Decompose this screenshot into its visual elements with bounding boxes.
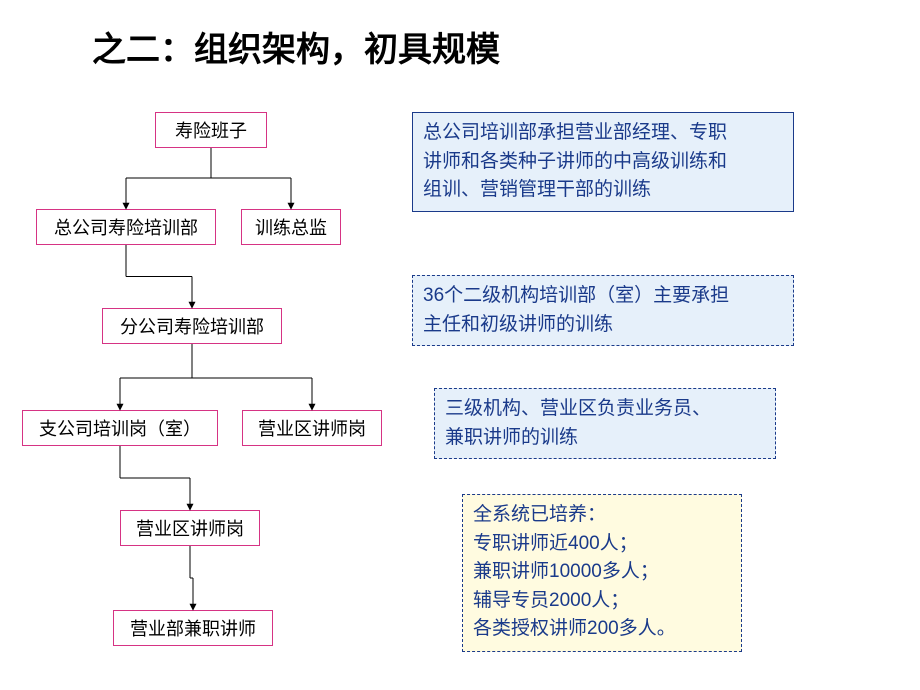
- flowchart-node-n4: 分公司寿险培训部: [102, 308, 282, 344]
- flowchart-node-n8: 营业部兼职讲师: [113, 610, 273, 646]
- info-box-line: 三级机构、营业区负责业务员、: [445, 395, 765, 424]
- info-box-line: 各类授权讲师200多人。: [473, 615, 731, 644]
- info-box-b3: 三级机构、营业区负责业务员、兼职讲师的训练: [434, 388, 776, 459]
- flowchart-node-n2: 总公司寿险培训部: [36, 209, 216, 245]
- info-box-line: 36个二级机构培训部（室）主要承担: [423, 282, 783, 311]
- info-box-line: 全系统已培养：: [473, 501, 731, 530]
- info-box-line: 讲师和各类种子讲师的中高级训练和: [423, 148, 783, 177]
- info-box-line: 辅导专员2000人；: [473, 587, 731, 616]
- page-title: 之二：组织架构，初具规模: [92, 22, 500, 71]
- info-box-line: 兼职讲师10000多人；: [473, 558, 731, 587]
- flowchart-node-n3: 训练总监: [241, 209, 341, 245]
- flowchart-node-n1: 寿险班子: [155, 112, 267, 148]
- flowchart-node-n7: 营业区讲师岗: [120, 510, 260, 546]
- info-box-b4: 全系统已培养：专职讲师近400人；兼职讲师10000多人；辅导专员2000人；各…: [462, 494, 742, 652]
- info-box-b1: 总公司培训部承担营业部经理、专职讲师和各类种子讲师的中高级训练和组训、营销管理干…: [412, 112, 794, 212]
- info-box-line: 兼职讲师的训练: [445, 424, 765, 453]
- info-box-line: 主任和初级讲师的训练: [423, 311, 783, 340]
- info-box-line: 专职讲师近400人；: [473, 530, 731, 559]
- flowchart-node-n5: 支公司培训岗（室）: [22, 410, 218, 446]
- info-box-line: 总公司培训部承担营业部经理、专职: [423, 119, 783, 148]
- info-box-b2: 36个二级机构培训部（室）主要承担主任和初级讲师的训练: [412, 275, 794, 346]
- info-box-line: 组训、营销管理干部的训练: [423, 176, 783, 205]
- flowchart-node-n6: 营业区讲师岗: [242, 410, 382, 446]
